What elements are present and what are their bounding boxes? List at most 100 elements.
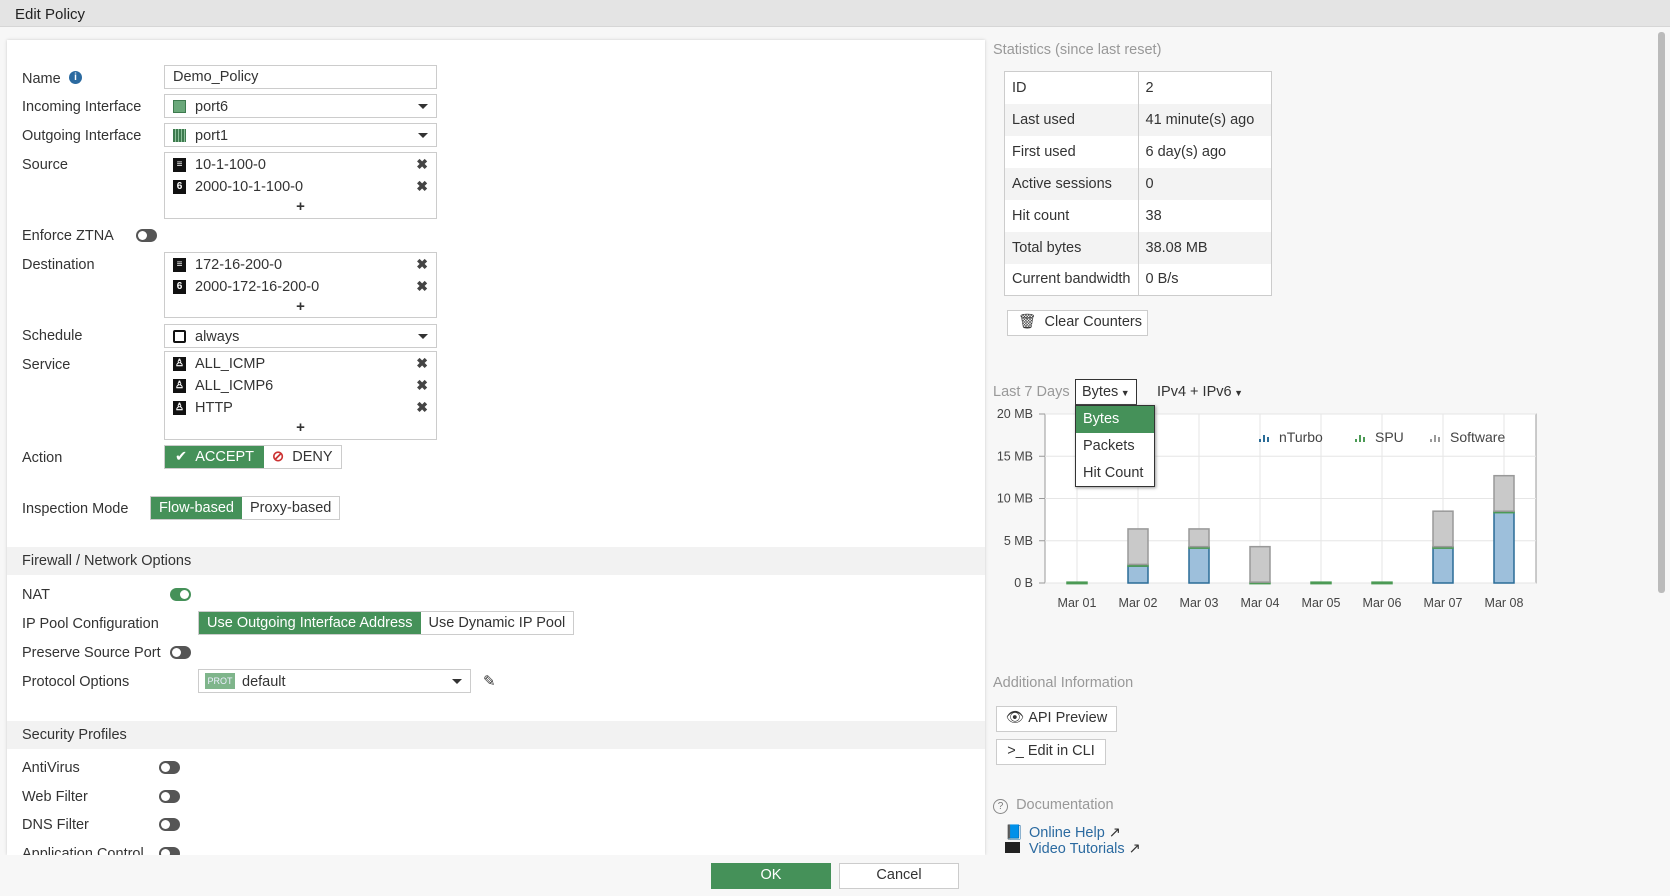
ippool-label: IP Pool Configuration (22, 616, 159, 632)
bar-nturbo-mar-08 (1493, 511, 1515, 584)
edit-in-cli-button[interactable]: >_ Edit in CLI (996, 739, 1106, 765)
ok-button[interactable]: OK (711, 863, 831, 889)
menu-item-packets[interactable]: Packets (1083, 438, 1135, 454)
info-icon[interactable]: i (69, 71, 82, 84)
ipver-value: IPv4 + IPv6 (1157, 384, 1232, 400)
policy-form: Name i Incoming Interface port6 Outgoing… (7, 40, 985, 855)
interface-icon (173, 100, 186, 113)
outgoing-label: Outgoing Interface (22, 128, 142, 144)
ztna-toggle[interactable] (136, 229, 157, 242)
footer: OK Cancel (0, 855, 1670, 896)
list-item[interactable]: ≡ 10-1-100-0 ✖ (165, 154, 436, 176)
table-row: Active sessions 0 (1004, 167, 1272, 200)
list-item[interactable]: ≡ 172-16-200-0 ✖ (165, 254, 436, 276)
accept-label: ACCEPT (195, 449, 255, 465)
legend-label: nTurbo (1279, 429, 1323, 445)
use-dynamic-ip-pool-button[interactable]: Use Dynamic IP Pool (428, 615, 566, 631)
source-list[interactable]: ≡ 10-1-100-0 ✖ 6 2000-10-1-100-0 ✖ + (164, 152, 437, 219)
incoming-interface-select[interactable]: port6 (164, 94, 437, 118)
online-help-link[interactable]: Online Help ↗ (1029, 825, 1121, 841)
legend-icon-bar (1430, 439, 1432, 442)
add-icon[interactable]: + (296, 419, 305, 436)
name-input[interactable] (164, 65, 437, 89)
stat-value: 2 (1138, 71, 1272, 104)
remove-icon[interactable]: ✖ (416, 278, 428, 294)
external-link-icon: ↗ (1104, 825, 1121, 841)
remove-icon[interactable]: ✖ (416, 256, 428, 272)
firewall-section-header: Firewall / Network Options (7, 547, 985, 575)
terminal-icon: >_ (1007, 743, 1028, 759)
outgoing-interface-select[interactable]: port1 (164, 123, 437, 147)
outgoing-value: port1 (195, 128, 229, 144)
list-item[interactable]: ♙ ALL_ICMP6 ✖ (165, 375, 436, 397)
ip-version-dropdown[interactable]: IPv4 + IPv6 ▼ (1157, 384, 1243, 400)
proxy-based-button[interactable]: Proxy-based (249, 500, 332, 516)
nat-toggle[interactable] (170, 588, 191, 601)
service-icon: ♙ (173, 357, 186, 371)
y-tick-label: 0 B (1014, 576, 1033, 590)
destination-list[interactable]: ≡ 172-16-200-0 ✖ 6 2000-172-16-200-0 ✖ + (164, 252, 437, 318)
remove-icon[interactable]: ✖ (416, 377, 428, 393)
service-list[interactable]: ♙ ALL_ICMP ✖ ♙ ALL_ICMP6 ✖ ♙ HTTP ✖ + (164, 351, 437, 440)
add-icon[interactable]: + (296, 198, 305, 215)
address-icon: ≡ (173, 158, 186, 172)
list-item[interactable]: 6 2000-10-1-100-0 ✖ (165, 176, 436, 198)
protocol-options-select[interactable]: PROT default (198, 669, 471, 693)
book-icon: 📘 (1005, 825, 1024, 841)
api-preview-label: API Preview (1028, 710, 1108, 726)
deny-button[interactable]: ⊘ DENY (264, 446, 341, 468)
legend-icon-bar (1355, 439, 1357, 442)
stat-value: 0 B/s (1138, 263, 1272, 296)
remove-icon[interactable]: ✖ (416, 399, 428, 415)
service-label: Service (22, 357, 71, 373)
api-preview-button[interactable]: 👁 API Preview (996, 706, 1117, 732)
legend-icon-bar (1434, 435, 1436, 442)
item-label: ALL_ICMP6 (195, 378, 274, 394)
x-tick-label: Mar 05 (1302, 596, 1341, 610)
ipv6-address-icon: 6 (173, 280, 186, 294)
webfilter-toggle[interactable] (159, 790, 180, 803)
stat-value: 41 minute(s) ago (1138, 103, 1272, 136)
y-tick-label: 10 MB (997, 492, 1033, 506)
remove-icon[interactable]: ✖ (416, 156, 428, 172)
remove-icon[interactable]: ✖ (416, 178, 428, 194)
y-tick-label: 5 MB (1004, 534, 1033, 548)
use-outgoing-interface-button[interactable]: Use Outgoing Interface Address (199, 612, 421, 634)
flow-based-button[interactable]: Flow-based (151, 497, 242, 519)
add-icon[interactable]: + (296, 298, 305, 315)
metric-dropdown[interactable]: Bytes ▼ (1075, 379, 1137, 405)
action-label: Action (22, 450, 63, 466)
accept-button[interactable]: ✔ ACCEPT (165, 446, 265, 468)
x-tick-label: Mar 07 (1424, 596, 1463, 610)
list-item[interactable]: ♙ HTTP ✖ (165, 397, 436, 419)
legend-icon-bar (1359, 435, 1361, 442)
dnsfilter-toggle[interactable] (159, 818, 180, 831)
chevron-down-icon (418, 104, 428, 109)
metric-dropdown-menu: Bytes Packets Hit Count (1075, 405, 1155, 487)
cancel-button[interactable]: Cancel (839, 863, 959, 889)
chevron-down-icon (418, 334, 428, 339)
preserve-source-port-toggle[interactable] (170, 646, 191, 659)
schedule-select[interactable]: always (164, 324, 437, 348)
list-item[interactable]: 6 2000-172-16-200-0 ✖ (165, 276, 436, 298)
deny-icon: ⊘ (272, 449, 293, 465)
prot-badge: PROT (205, 673, 235, 689)
service-icon: ♙ (173, 379, 186, 393)
y-tick-label: 15 MB (997, 449, 1033, 463)
stat-key: Total bytes (1004, 231, 1139, 264)
item-label: 2000-10-1-100-0 (195, 179, 304, 195)
menu-item-bytes[interactable]: Bytes (1076, 406, 1154, 433)
antivirus-toggle[interactable] (159, 761, 180, 774)
video-tutorials-link[interactable]: Video Tutorials ↗ (1029, 841, 1141, 855)
edit-pencil-icon[interactable]: ✎ (483, 673, 496, 690)
scrollbar[interactable] (1658, 32, 1665, 593)
clear-counters-button[interactable]: 🗑 Clear Counters (1007, 310, 1148, 336)
list-item[interactable]: ♙ ALL_ICMP ✖ (165, 353, 436, 375)
name-label: Name (22, 71, 61, 87)
appcontrol-toggle[interactable] (159, 847, 180, 855)
legend-label: Software (1450, 429, 1505, 445)
remove-icon[interactable]: ✖ (416, 355, 428, 371)
menu-item-hit-count[interactable]: Hit Count (1083, 465, 1144, 481)
table-row: First used 6 day(s) ago (1004, 135, 1272, 168)
incoming-label: Incoming Interface (22, 99, 142, 115)
